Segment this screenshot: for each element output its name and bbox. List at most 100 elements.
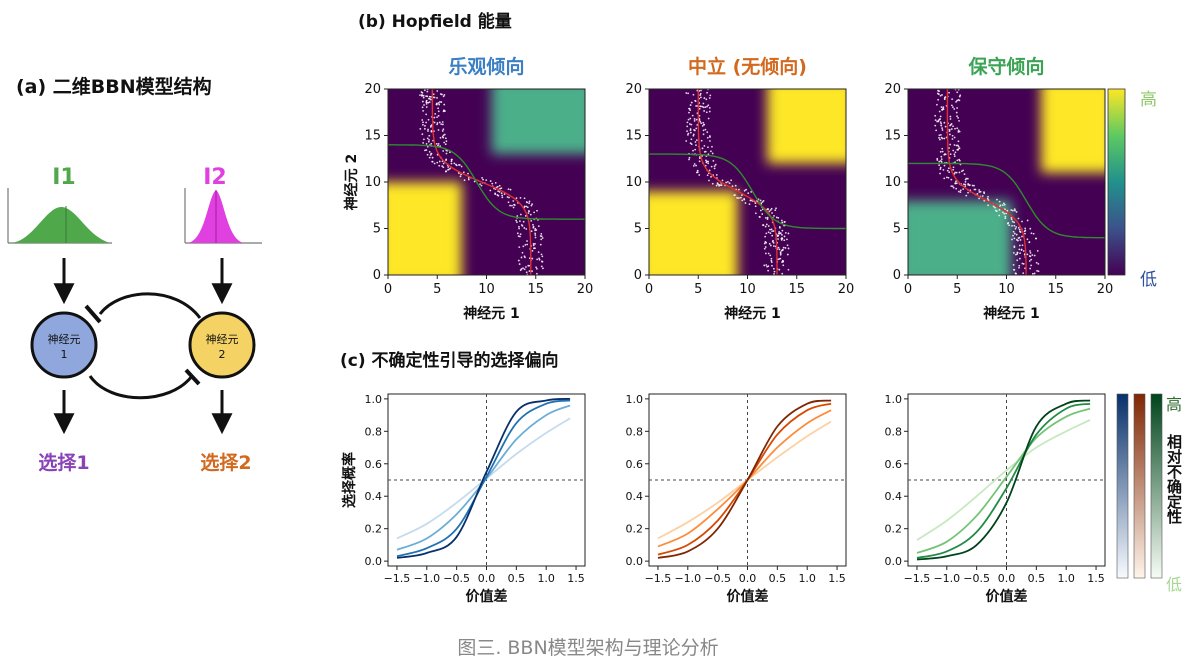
hopfield-plot-title: 保守倾向 [967,55,1044,78]
x-tick-label: 1.5 [828,572,846,585]
neuron1-label-line1: 神经元 [48,332,81,346]
x-tick-label: 5 [433,282,441,297]
y-tick-label: 0 [373,268,381,283]
y-tick-label: 20 [364,82,381,97]
panel-c-title: (c) 不确定性引导的选择偏向 [340,350,559,371]
trajectory-scatter [419,89,544,275]
choice-curve-1 [916,419,1091,541]
x-tick-label: 0 [904,282,912,297]
uncertainty-colorbar-high: 高 [1166,395,1182,414]
energy-basin-upper-right [1040,89,1105,173]
y-tick-label: 1.0 [365,393,383,406]
neuron2-node: 神经元 2 [188,311,256,379]
energy-basin-lower-left [388,182,462,275]
uncertainty-bar-orange [1133,393,1146,579]
energy-basin-lower-left [908,200,1012,275]
x-tick-label: 1.5 [1087,572,1105,585]
uncertainty-bar-blue [1116,393,1129,579]
energy-colorbar-low: 低 [1140,270,1157,290]
inhibition-2-to-1 [98,292,202,319]
input2-distribution-icon [184,188,262,244]
energy-colorbar: 高 低 [1107,88,1157,290]
x-tick-label: 15 [1047,282,1064,297]
hopfield-plot-2: 中立 (无倾向) 00 5 5 10 10 15 15 20 20 神经元 1 [625,55,854,322]
x-tick-label: −1.5 [384,572,411,585]
nullcline-green [388,144,585,220]
x-tick-label: 15 [527,282,544,297]
y-tick-label: 0.2 [885,523,903,536]
nullcline-green [649,153,846,230]
panel-c: (c) 不确定性引导的选择偏向 −1.5 −1.0 −0.5 0.0 0.5 1.0 1.5… [340,350,1183,605]
y-tick-label: 0.2 [626,523,644,536]
panel-a-title: (a) 二维BBN模型结构 [16,75,212,98]
y-tick-label: 5 [893,222,901,237]
hopfield-plot-3: 保守倾向 00 5 5 10 10 15 15 20 20 神经元 1 [884,55,1114,322]
x-tick-label: 10 [739,282,756,297]
x-tick-label: −1.0 [933,572,960,585]
choice-xlabel: 价值差 [986,588,1028,605]
energy-basin-upper-right [767,89,846,164]
hopfield-xlabel: 神经元 1 [724,305,781,322]
neuron2-label-line2: 2 [219,348,226,361]
y-tick-label: 20 [884,82,901,97]
x-tick-label: 0.0 [478,572,496,585]
x-tick-label: 10 [998,282,1015,297]
y-tick-label: 0.4 [885,490,903,503]
uncertainty-bar-green [1150,393,1163,579]
nullcline-green [908,162,1105,239]
x-tick-label: −0.5 [704,572,731,585]
choice-xlabel: 价值差 [727,588,769,605]
y-tick-label: 15 [364,129,381,144]
choice-plot-2: −1.5 −1.0 −0.5 0.0 0.5 1.0 1.5 0.0 0.2 0.4 0.6 0.8 1… [626,393,847,605]
choice-xlabel: 价值差 [466,588,508,605]
energy-basin-upper-right [491,89,585,155]
choice-curve-2 [916,407,1091,554]
x-tick-label: 0.5 [508,572,526,585]
x-tick-label: 0.5 [1028,572,1046,585]
x-tick-label: 0 [384,282,392,297]
x-tick-label: −1.0 [674,572,701,585]
hopfield-xlabel: 神经元 1 [983,305,1040,322]
y-tick-label: 1.0 [885,393,903,406]
y-tick-label: 0.6 [885,458,903,471]
y-tick-label: 0.8 [626,425,644,438]
x-tick-label: −0.5 [443,572,470,585]
x-tick-label: −1.0 [413,572,440,585]
x-tick-label: 5 [953,282,961,297]
y-tick-label: 5 [373,222,381,237]
y-tick-label: 0.6 [365,458,383,471]
neuron2-label-line1: 神经元 [206,332,239,346]
y-tick-label: 10 [625,175,642,190]
y-tick-label: 5 [634,222,642,237]
x-tick-label: 0.0 [739,572,757,585]
energy-basin-lower-left [649,191,738,275]
x-tick-label: 1.5 [567,572,585,585]
x-tick-label: 1.0 [537,572,555,585]
y-tick-label: 20 [625,82,642,97]
x-tick-label: 1.0 [1057,572,1075,585]
figure-caption: 图三. BBN模型架构与理论分析 [457,637,718,659]
y-tick-label: 0.2 [365,523,383,536]
input1-label: I1 [52,165,76,190]
choice2-label: 选择2 [200,452,251,474]
x-tick-label: 1.0 [798,572,816,585]
hopfield-plot-title: 乐观倾向 [448,55,524,78]
x-tick-label: 20 [1097,282,1114,297]
choice-curve-4 [396,398,571,559]
panel-b: (b) Hopfield 能量 乐观倾向0055101015152020神经元 … [343,11,1157,322]
x-tick-label: 0.5 [769,572,787,585]
y-tick-label: 0.8 [365,425,383,438]
y-tick-label: 10 [884,175,901,190]
x-tick-label: 0 [645,282,653,297]
choice-plots: −1.5 −1.0 −0.5 0.0 0.5 1.0 1.50.00.20.40.60.81… [341,393,1106,605]
y-tick-label: 0.4 [365,490,383,503]
input1-distribution-icon [7,188,112,244]
inhibition-bar-1 [84,304,102,324]
uncertainty-colorbars: 高 低 相对不确定性 [1116,393,1183,594]
y-tick-label: 1.0 [626,393,644,406]
inhibition-bar-2 [184,368,201,386]
panel-a: (a) 二维BBN模型结构 I1 I2 神经元 1 [7,75,262,474]
uncertainty-colorbar-low: 低 [1166,575,1182,594]
